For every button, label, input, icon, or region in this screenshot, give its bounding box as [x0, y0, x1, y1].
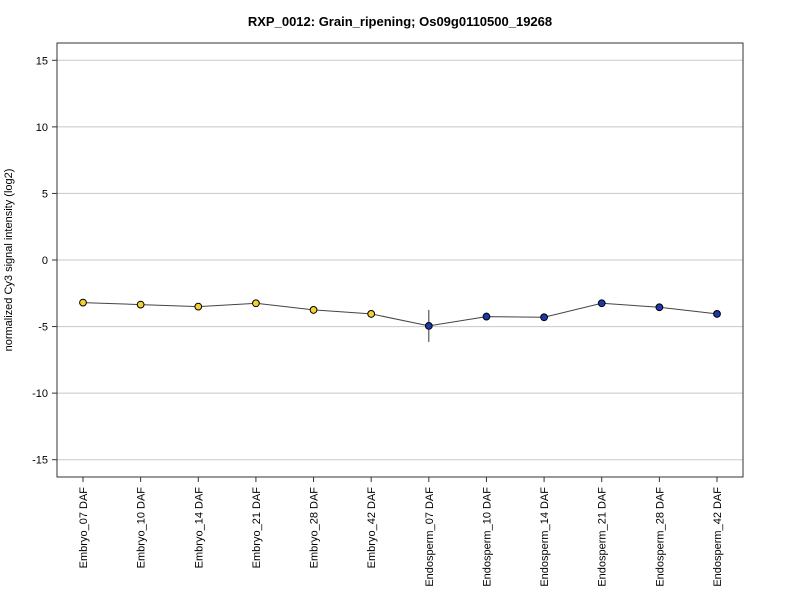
chart-title: RXP_0012: Grain_ripening; Os09g0110500_1…	[248, 14, 552, 29]
x-tick-label-11: Endosperm_42 DAF	[712, 487, 724, 587]
x-tick-label-5: Embryo_42 DAF	[366, 487, 378, 569]
y-tick-label-4: -5	[38, 322, 48, 334]
y-axis: 15 10 5 0 -5 -10 -15	[32, 55, 57, 467]
data-point-1	[136, 300, 145, 309]
x-axis: Embryo_07 DAF Embryo_10 DAF Embryo_14 DAF E…	[78, 477, 724, 587]
y-axis-label: normalized Cy3 signal intensity (log2)	[3, 169, 15, 352]
data-point-2	[194, 302, 203, 311]
data-point-8	[540, 313, 548, 322]
data-point-9	[597, 299, 606, 308]
y-tick-label-3: 0	[42, 255, 48, 267]
data-point-5	[367, 310, 376, 318]
x-tick-label-2: Embryo_14 DAF	[193, 487, 205, 569]
grid-lines	[57, 59, 743, 461]
data-point-3	[252, 299, 260, 308]
series-expression	[79, 298, 721, 342]
data-point-4	[309, 306, 318, 314]
x-tick-label-1: Embryo_10 DAF	[136, 487, 148, 569]
y-tick-label-2: 5	[42, 188, 48, 200]
data-point-6	[424, 321, 433, 330]
y-tick-label-5: -10	[32, 388, 48, 400]
y-tick-label-0: 15	[36, 55, 48, 67]
x-tick-label-6: Endosperm_07 DAF	[424, 487, 436, 587]
series-line	[82, 302, 718, 327]
data-point-0	[79, 298, 87, 307]
x-tick-label-7: Endosperm_10 DAF	[481, 487, 493, 587]
y-tick-label-6: -15	[32, 455, 48, 467]
x-tick-label-8: Endosperm_14 DAF	[539, 487, 551, 587]
x-tick-label-0: Embryo_07 DAF	[78, 487, 90, 569]
x-tick-label-4: Embryo_28 DAF	[309, 487, 321, 569]
x-tick-label-10: Endosperm_28 DAF	[654, 487, 666, 587]
x-tick-label-9: Endosperm_21 DAF	[597, 487, 609, 587]
data-point-7	[482, 312, 491, 321]
data-point-11	[713, 310, 721, 318]
x-tick-label-3: Embryo_21 DAF	[251, 487, 263, 569]
y-tick-label-1: 10	[36, 122, 48, 134]
data-point-10	[655, 303, 664, 312]
